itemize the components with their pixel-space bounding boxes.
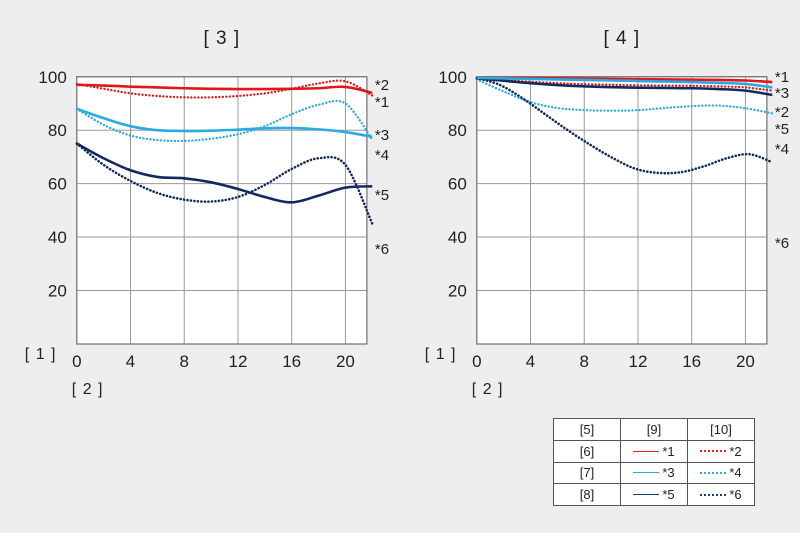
svg-text:12: 12 — [629, 352, 648, 371]
svg-text:20: 20 — [48, 282, 67, 301]
svg-text:[ 2 ]: [ 2 ] — [472, 381, 504, 398]
svg-text:80: 80 — [448, 121, 467, 140]
svg-text:0: 0 — [72, 352, 81, 371]
svg-text:0: 0 — [472, 352, 481, 371]
svg-text:4: 4 — [126, 352, 135, 371]
svg-text:40: 40 — [448, 228, 467, 247]
svg-text:*1: *1 — [375, 94, 389, 111]
svg-text:20: 20 — [336, 352, 355, 371]
svg-text:*3: *3 — [375, 127, 389, 144]
svg-text:[ 2 ]: [ 2 ] — [72, 381, 104, 398]
svg-text:[ 3 ]: [ 3 ] — [203, 28, 240, 49]
svg-text:*4: *4 — [775, 141, 789, 158]
svg-text:80: 80 — [48, 121, 67, 140]
svg-text:[ 1 ]: [ 1 ] — [425, 346, 457, 363]
svg-text:*2: *2 — [375, 77, 389, 94]
svg-text:20: 20 — [736, 352, 755, 371]
svg-text:16: 16 — [682, 352, 701, 371]
svg-text:*1: *1 — [775, 69, 789, 86]
svg-text:*2: *2 — [775, 104, 789, 121]
svg-text:60: 60 — [448, 175, 467, 194]
svg-text:[ 1 ]: [ 1 ] — [25, 346, 57, 363]
svg-text:*4: *4 — [375, 147, 389, 164]
svg-text:*3: *3 — [775, 85, 789, 102]
svg-text:8: 8 — [180, 352, 189, 371]
svg-text:100: 100 — [38, 68, 66, 87]
svg-text:4: 4 — [526, 352, 535, 371]
svg-text:16: 16 — [282, 352, 301, 371]
svg-text:*5: *5 — [775, 121, 789, 138]
svg-text:100: 100 — [438, 68, 466, 87]
svg-text:12: 12 — [229, 352, 248, 371]
svg-text:*6: *6 — [375, 241, 389, 258]
svg-text:8: 8 — [580, 352, 589, 371]
svg-text:40: 40 — [48, 228, 67, 247]
svg-text:60: 60 — [48, 175, 67, 194]
svg-text:*5: *5 — [375, 187, 389, 204]
svg-text:*6: *6 — [775, 235, 789, 252]
svg-text:20: 20 — [448, 282, 467, 301]
svg-text:[ 4 ]: [ 4 ] — [603, 28, 640, 49]
